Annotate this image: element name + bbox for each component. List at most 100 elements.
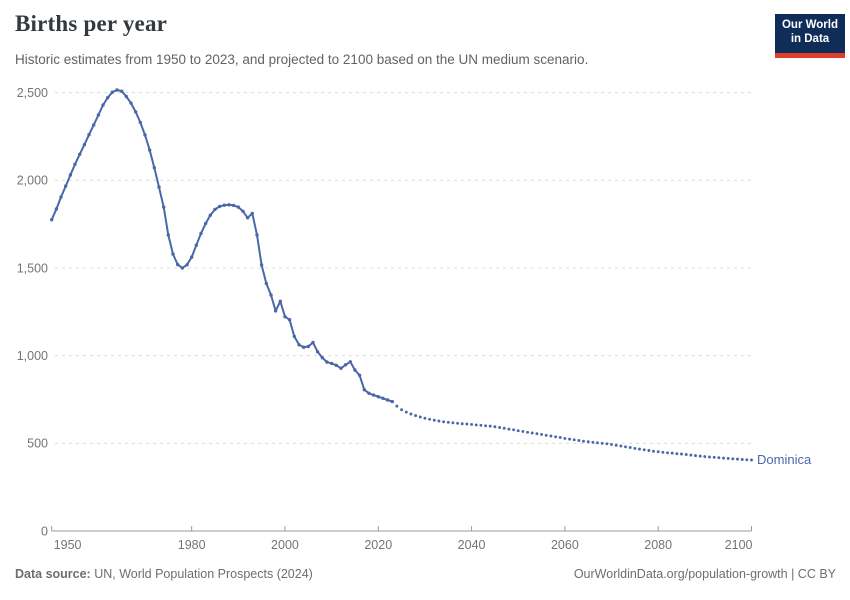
series-dot-projected[interactable] — [414, 414, 418, 418]
series-point-historic[interactable] — [204, 221, 208, 226]
series-point-historic[interactable] — [329, 361, 334, 366]
series-point-historic[interactable] — [385, 398, 390, 402]
series-dot-projected[interactable] — [600, 441, 604, 445]
series-dot-projected[interactable] — [689, 453, 693, 457]
series-point-historic[interactable] — [306, 344, 310, 349]
series-point-historic[interactable] — [176, 262, 180, 267]
series-dot-projected[interactable] — [400, 408, 404, 412]
series-point-historic[interactable] — [218, 204, 222, 209]
series-dot-projected[interactable] — [502, 426, 506, 430]
series-dot-projected[interactable] — [465, 422, 469, 426]
series-dot-projected[interactable] — [437, 419, 441, 423]
series-dot-projected[interactable] — [656, 450, 660, 454]
series-dot-projected[interactable] — [633, 446, 637, 450]
series-point-historic[interactable] — [82, 143, 87, 147]
series-point-historic[interactable] — [297, 343, 301, 347]
series-dot-projected[interactable] — [624, 445, 627, 449]
series-dot-projected[interactable] — [605, 442, 609, 446]
series-point-historic[interactable] — [227, 203, 231, 207]
series-point-historic[interactable] — [78, 152, 82, 156]
series-dot-projected[interactable] — [703, 455, 707, 459]
series-point-historic[interactable] — [54, 207, 59, 211]
series-dot-projected[interactable] — [535, 432, 539, 436]
series-dot-projected[interactable] — [652, 449, 655, 453]
series-point-historic[interactable] — [59, 195, 63, 199]
series-dot-projected[interactable] — [456, 421, 460, 425]
series-dot-projected[interactable] — [512, 428, 516, 432]
series-point-historic[interactable] — [339, 366, 343, 370]
series-dot-projected[interactable] — [666, 451, 669, 455]
series-dot-projected[interactable] — [610, 442, 613, 446]
series-point-historic[interactable] — [185, 263, 189, 267]
series-dot-projected[interactable] — [628, 446, 632, 449]
series-dot-projected[interactable] — [558, 436, 562, 439]
series-point-historic[interactable] — [106, 96, 110, 100]
series-point-historic[interactable] — [320, 356, 324, 360]
series-point-historic[interactable] — [63, 184, 68, 188]
series-point-historic[interactable] — [278, 299, 282, 303]
series-point-historic[interactable] — [152, 166, 156, 170]
series-point-historic[interactable] — [269, 293, 273, 297]
series-dot-projected[interactable] — [596, 441, 599, 445]
series-point-historic[interactable] — [194, 243, 198, 247]
series-point-historic[interactable] — [381, 396, 385, 400]
series-point-historic[interactable] — [259, 263, 264, 267]
series-dot-projected[interactable] — [712, 455, 716, 459]
series-dot-projected[interactable] — [488, 424, 492, 428]
series-dot-projected[interactable] — [530, 431, 534, 435]
series-point-historic[interactable] — [120, 89, 124, 93]
series-dot-projected[interactable] — [591, 440, 595, 444]
series-dot-projected[interactable] — [418, 415, 422, 419]
series-point-historic[interactable] — [273, 309, 278, 313]
series-dot-projected[interactable] — [708, 455, 711, 459]
series-point-historic[interactable] — [334, 363, 338, 367]
series-point-historic[interactable] — [199, 231, 203, 236]
series-point-historic[interactable] — [115, 88, 119, 92]
series-dot-projected[interactable] — [470, 422, 474, 426]
series-dot-projected[interactable] — [549, 434, 553, 438]
series-point-historic[interactable] — [357, 373, 362, 377]
series-point-historic[interactable] — [245, 216, 250, 220]
series-point-historic[interactable] — [143, 133, 147, 137]
series-dot-projected[interactable] — [521, 429, 525, 433]
series-point-historic[interactable] — [208, 213, 212, 217]
series-dot-projected[interactable] — [568, 437, 572, 441]
series-point-historic[interactable] — [162, 205, 166, 209]
credit-link[interactable]: OurWorldinData.org/population-growth | C… — [573, 567, 836, 581]
series-line-historic[interactable] — [50, 89, 394, 403]
series-point-historic[interactable] — [171, 252, 175, 256]
series-dot-projected[interactable] — [428, 417, 432, 421]
series-dot-projected[interactable] — [750, 458, 753, 462]
series-point-historic[interactable] — [250, 211, 254, 216]
series-dot-projected[interactable] — [670, 451, 674, 455]
series-point-historic[interactable] — [236, 205, 240, 209]
series-point-historic[interactable] — [367, 391, 371, 395]
series-point-historic[interactable] — [110, 90, 115, 94]
series-dot-projected[interactable] — [409, 412, 413, 416]
series-dot-projected[interactable] — [661, 450, 665, 454]
series-dot-projected[interactable] — [582, 439, 585, 443]
series-point-historic[interactable] — [362, 388, 366, 392]
series-dot-projected[interactable] — [395, 404, 399, 408]
series-point-historic[interactable] — [124, 94, 128, 99]
series-dot-projected[interactable] — [460, 422, 464, 426]
series-point-historic[interactable] — [315, 350, 320, 354]
series-point-historic[interactable] — [134, 110, 138, 114]
series-dot-projected[interactable] — [474, 423, 478, 427]
series-point-historic[interactable] — [180, 266, 184, 270]
series-dot-projected[interactable] — [745, 458, 749, 462]
series-point-historic[interactable] — [222, 203, 226, 207]
series-point-historic[interactable] — [166, 233, 170, 237]
series-dot-projected[interactable] — [586, 440, 590, 444]
series-label-dominica[interactable]: Dominica — [757, 452, 812, 468]
series-point-historic[interactable] — [353, 368, 357, 372]
series-point-historic[interactable] — [301, 345, 306, 349]
series-dot-projected[interactable] — [451, 421, 455, 425]
series-point-historic[interactable] — [50, 218, 54, 222]
series-dot-projected[interactable] — [619, 444, 623, 448]
series-dot-projected[interactable] — [404, 410, 408, 414]
series-point-historic[interactable] — [287, 318, 292, 322]
series-dot-projected[interactable] — [614, 443, 618, 447]
series-dot-projected[interactable] — [544, 433, 548, 437]
series-point-historic[interactable] — [325, 360, 329, 364]
